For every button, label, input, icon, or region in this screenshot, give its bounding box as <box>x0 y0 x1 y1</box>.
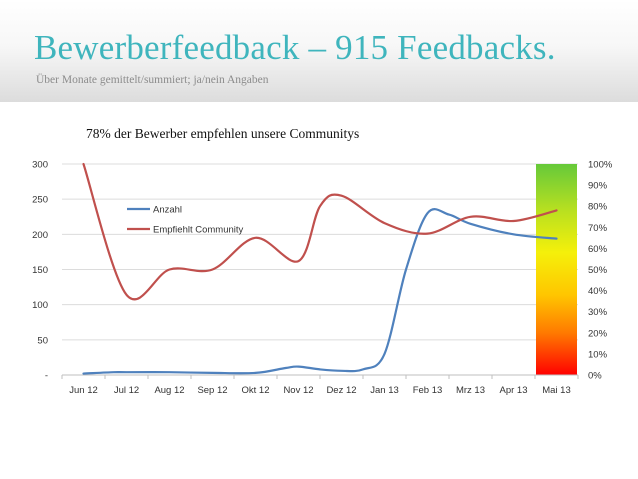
y-right-tick-label: 20% <box>588 328 608 339</box>
x-tick-label: Dez 12 <box>326 385 356 396</box>
y-right-tick-label: 70% <box>588 223 608 234</box>
color-scale-bar <box>536 164 577 375</box>
y-left-tick-label: 200 <box>32 230 48 241</box>
x-tick-label: Nov 12 <box>283 385 313 396</box>
x-tick-label: Okt 12 <box>242 385 270 396</box>
series-line-empfiehlt-community <box>82 162 558 301</box>
slide-title: Bewerberfeedback – 915 Feedbacks. <box>34 28 556 67</box>
x-tick-label: Mai 13 <box>542 385 571 396</box>
slide-subtitle: Über Monate gemittelt/summiert; ja/nein … <box>36 74 269 86</box>
series-line-anzahl <box>82 208 558 375</box>
x-tick-label: Jun 12 <box>69 385 98 396</box>
y-left-tick-label: 50 <box>37 335 48 346</box>
y-right-tick-label: 100% <box>588 160 613 171</box>
y-right-tick-label: 60% <box>588 244 608 255</box>
y-left-tick-label: - <box>45 371 48 382</box>
y-right-tick-label: 0% <box>588 371 602 382</box>
chart-caption: 78% der Bewerber empfehlen unsere Commun… <box>86 126 360 141</box>
header-band <box>0 0 638 102</box>
y-right-tick-label: 80% <box>588 202 608 213</box>
y-left-tick-label: 150 <box>32 265 48 276</box>
y-left-tick-label: 300 <box>32 160 48 171</box>
x-tick-label: Apr 13 <box>500 385 528 396</box>
y-right-tick-label: 50% <box>588 265 608 276</box>
x-tick-label: Feb 13 <box>413 385 443 396</box>
x-tick-label: Jul 12 <box>114 385 139 396</box>
x-axis-ticks: Jun 12 Jul 12 Aug 12 Sep 12 Okt 12 Nov 12 Dez … <box>61 375 579 396</box>
y-right-tick-label: 90% <box>588 181 608 192</box>
y-left-tick-label: 100 <box>32 300 48 311</box>
grid-lines <box>62 163 578 341</box>
legend: Anzahl Empfiehlt Community <box>127 205 244 236</box>
legend-label: Anzahl <box>153 205 182 216</box>
y-left-tick-label: 250 <box>32 195 48 206</box>
x-tick-label: Jan 13 <box>370 385 399 396</box>
x-tick-label: Aug 12 <box>154 385 184 396</box>
x-tick-label: Mrz 13 <box>456 385 485 396</box>
legend-label: Empfiehlt Community <box>153 225 244 236</box>
y-right-tick-label: 30% <box>588 307 608 318</box>
y-right-tick-label: 10% <box>588 349 608 360</box>
x-tick-label: Sep 12 <box>197 385 227 396</box>
y-axis-left-ticks: - 50 100 150 200 250 300 <box>32 160 48 382</box>
y-right-tick-label: 40% <box>588 286 608 297</box>
series-layer <box>82 162 558 375</box>
y-axis-right-ticks: 0% 10% 20% 30% 40% 50% 60% 70% 80% 90% 100% <box>588 160 613 382</box>
